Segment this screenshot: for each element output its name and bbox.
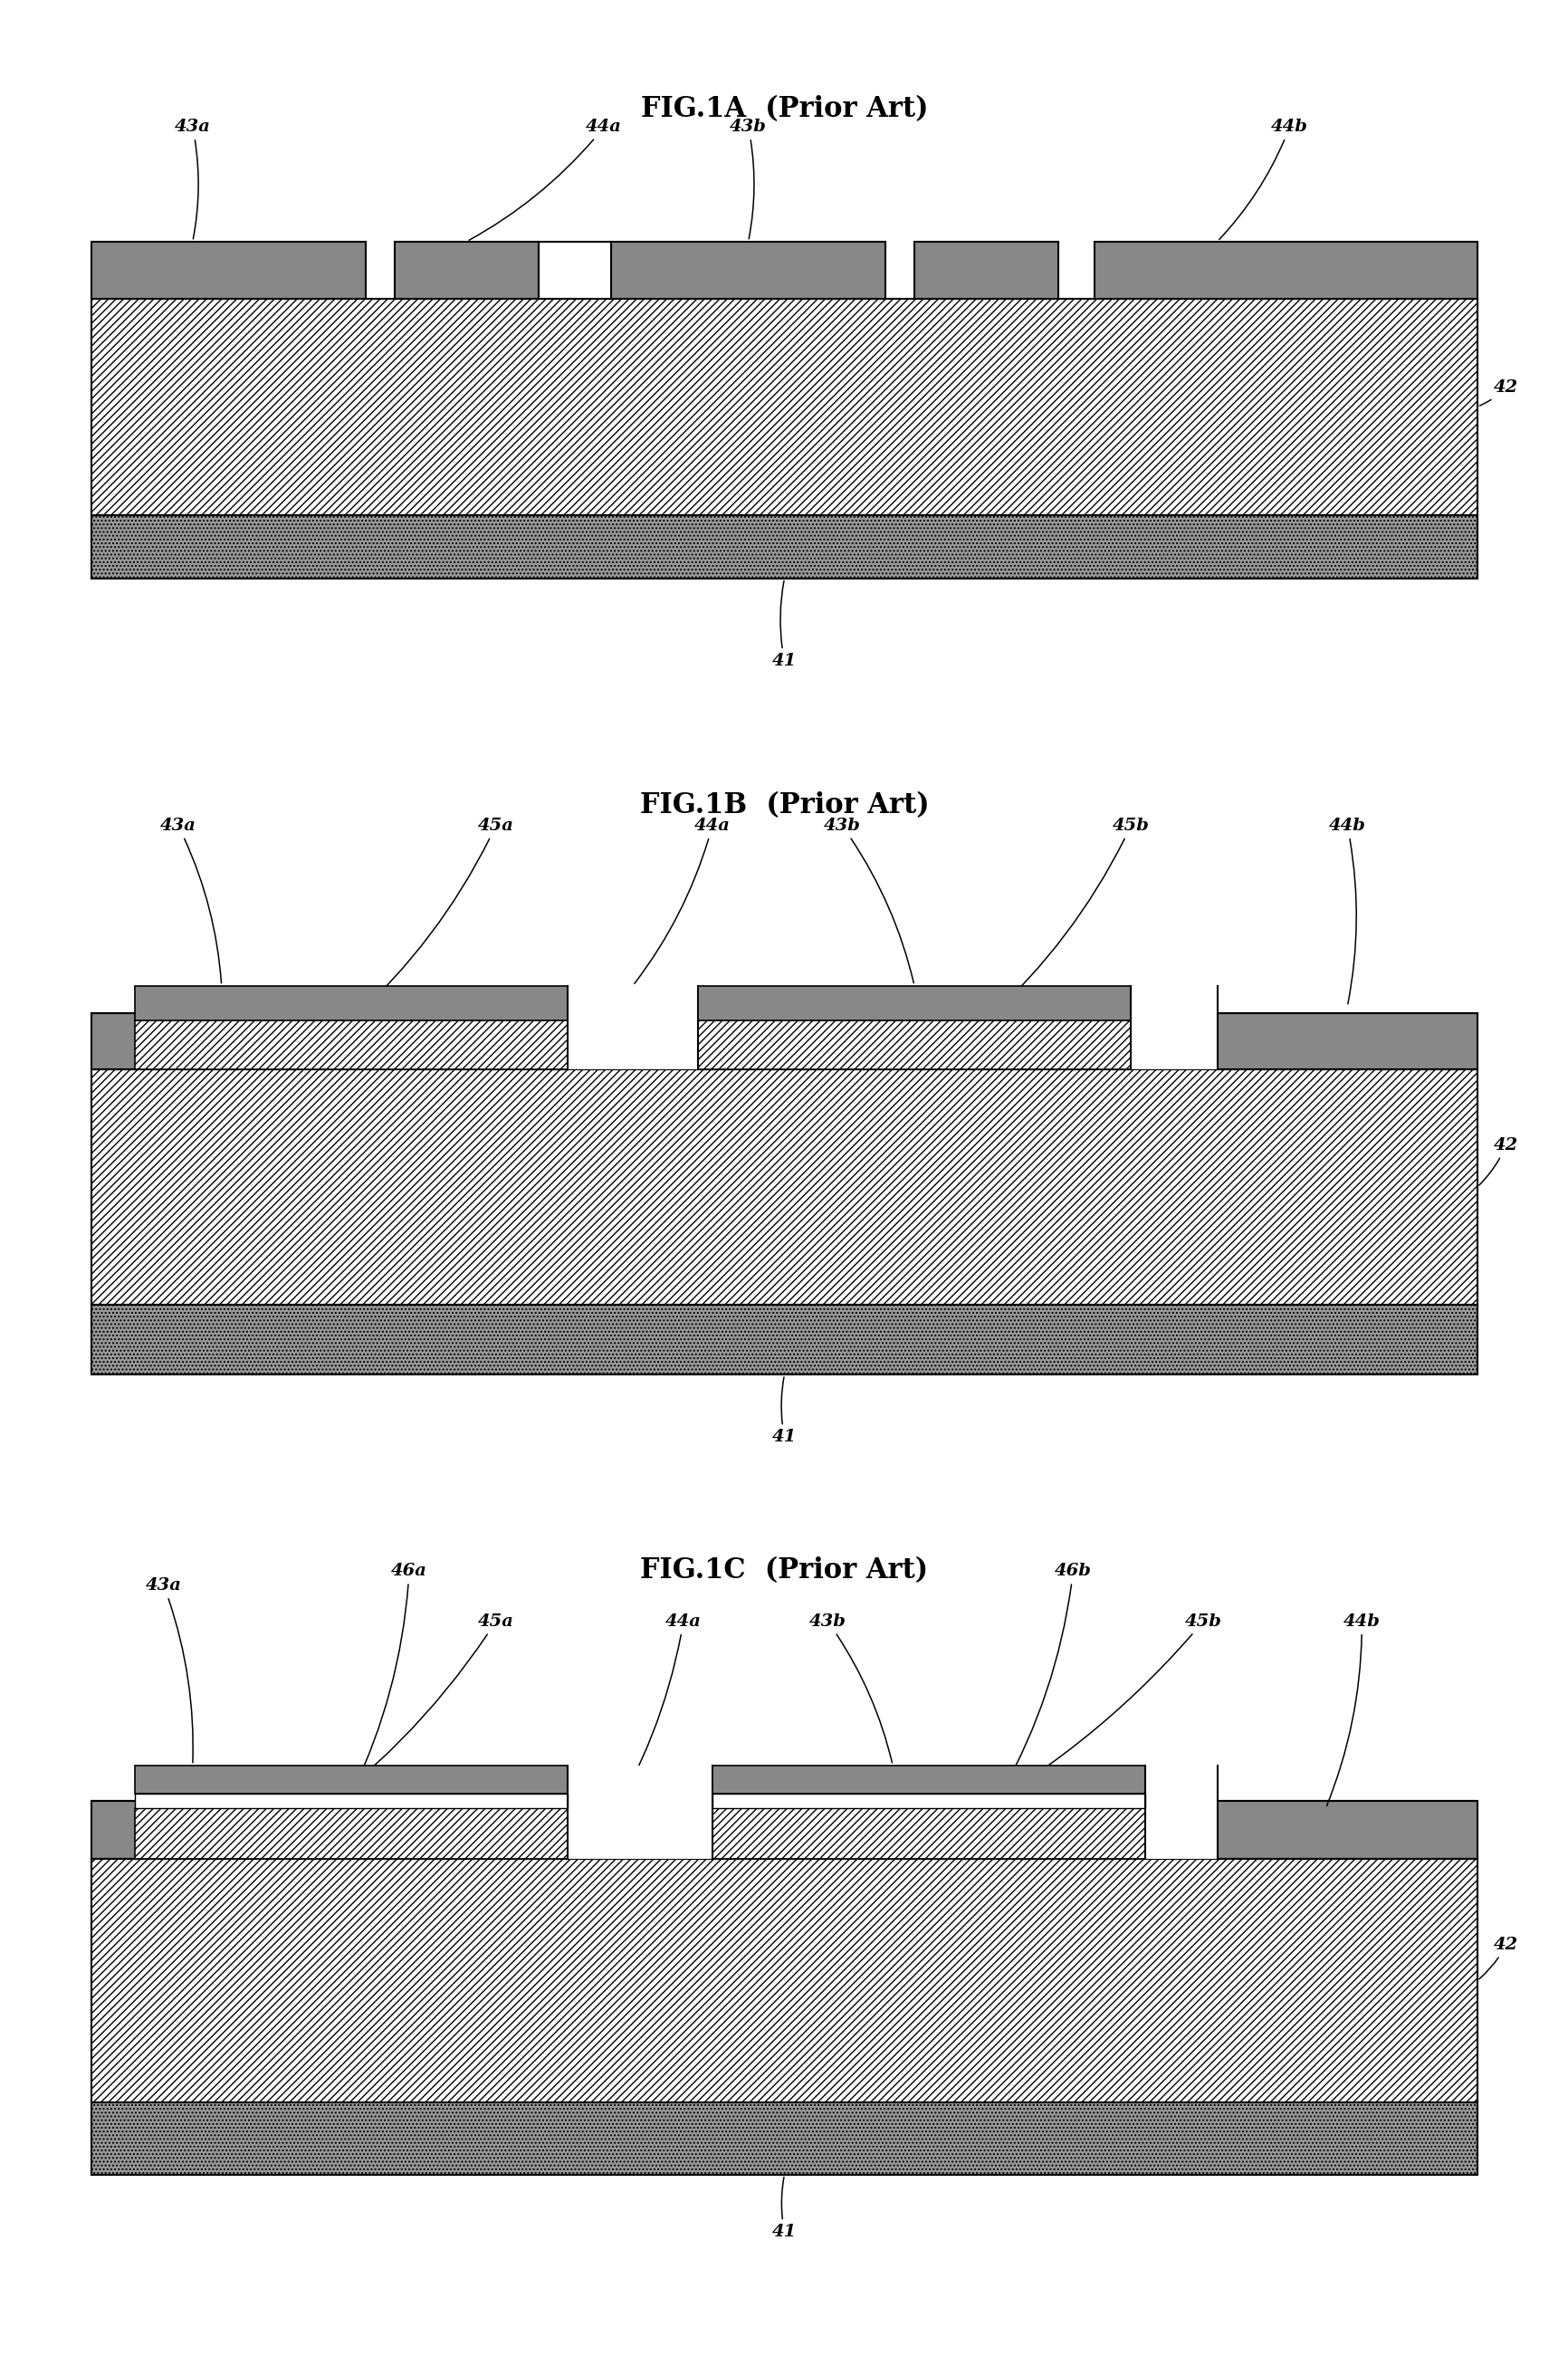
Text: 43b: 43b <box>809 1613 892 1764</box>
Bar <box>135 1795 568 1809</box>
Bar <box>91 1858 1477 2103</box>
Bar <box>1094 240 1477 299</box>
Text: 43b: 43b <box>823 817 913 982</box>
Text: 44b: 44b <box>1327 1613 1380 1806</box>
Text: 43a: 43a <box>160 817 221 982</box>
Text: FIG.1C  (Prior Art): FIG.1C (Prior Art) <box>640 1557 928 1585</box>
Bar <box>135 1766 568 1858</box>
Text: 44a: 44a <box>469 118 622 240</box>
Bar <box>1131 984 1217 1069</box>
Text: 43b: 43b <box>729 118 767 238</box>
Bar <box>91 1305 1477 1375</box>
Bar <box>539 240 612 299</box>
Text: 44a: 44a <box>633 817 731 984</box>
Text: 41: 41 <box>771 2176 797 2240</box>
Bar <box>91 1802 1477 1858</box>
Bar <box>135 1020 568 1069</box>
Text: FIG.1B  (Prior Art): FIG.1B (Prior Art) <box>640 791 928 820</box>
Bar <box>135 984 568 1020</box>
Bar <box>698 1020 1131 1069</box>
Text: 44a: 44a <box>605 1613 701 1827</box>
Text: 45b: 45b <box>946 1613 1221 1830</box>
Text: 45a: 45a <box>353 817 514 1020</box>
Bar <box>91 1013 1477 1069</box>
Text: 41: 41 <box>771 1378 797 1446</box>
Text: 42: 42 <box>1479 1936 1518 1978</box>
Bar <box>395 240 539 299</box>
Text: 44b: 44b <box>1328 817 1366 1003</box>
Bar <box>698 984 1131 1069</box>
Text: 45a: 45a <box>296 1613 514 1827</box>
Bar <box>91 240 365 299</box>
Bar <box>91 516 1477 579</box>
Bar <box>712 1766 1145 1795</box>
Text: 46a: 46a <box>353 1564 426 1792</box>
Bar <box>91 1069 1477 1305</box>
Bar <box>712 1766 1145 1858</box>
Text: FIG.1A  (Prior Art): FIG.1A (Prior Art) <box>640 94 928 122</box>
Bar <box>135 984 568 1069</box>
Bar <box>135 1766 568 1795</box>
Bar <box>914 240 1058 299</box>
Bar <box>135 1809 568 1858</box>
Bar <box>612 240 884 299</box>
Bar <box>712 1795 1145 1809</box>
Bar <box>698 984 1131 1020</box>
Text: 46b: 46b <box>1002 1564 1091 1792</box>
Text: 43a: 43a <box>146 1578 193 1762</box>
Text: 42: 42 <box>1479 379 1518 405</box>
Bar <box>1145 1766 1217 1858</box>
Text: 45b: 45b <box>988 817 1149 1020</box>
Text: 41: 41 <box>771 582 797 669</box>
Text: 42: 42 <box>1479 1137 1518 1185</box>
Bar <box>91 299 1477 516</box>
Text: 44b: 44b <box>1218 118 1308 240</box>
Bar <box>91 2103 1477 2174</box>
Bar <box>568 1766 712 1858</box>
Text: 43a: 43a <box>174 118 210 238</box>
Bar <box>568 984 698 1069</box>
Bar <box>712 1809 1145 1858</box>
